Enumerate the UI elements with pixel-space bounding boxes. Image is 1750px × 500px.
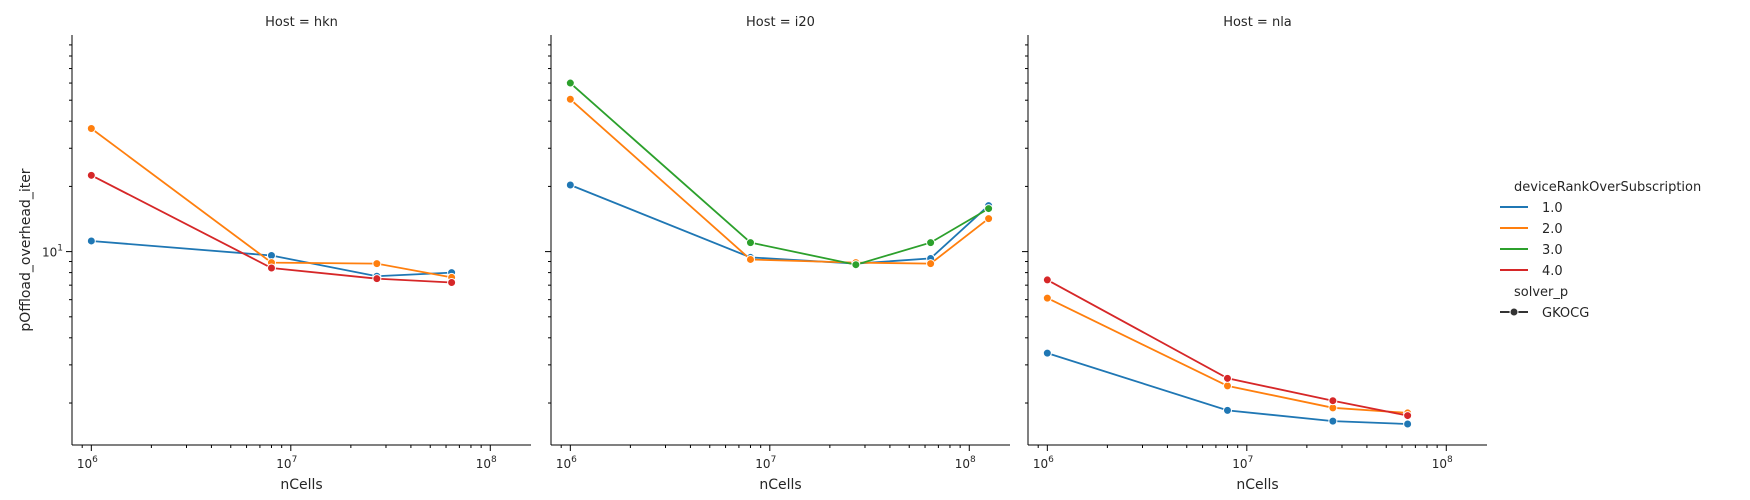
x-tick-label: 107 — [276, 455, 297, 471]
x-tick-exponent: 8 — [491, 455, 497, 465]
series-line-2.0 — [1046, 297, 1408, 414]
x-tick-exponent: 8 — [1447, 455, 1453, 465]
series-line-4.0 — [90, 174, 452, 284]
x-tick-base: 10 — [556, 457, 571, 471]
data-point-2.0 — [745, 254, 755, 264]
legend: deviceRankOverSubscription 1.0 2.0 3.0 4.0 so… — [1500, 180, 1701, 321]
legend-label: 2.0 — [1542, 222, 1563, 237]
data-point-1.0 — [565, 180, 575, 190]
x-tick-exponent: 6 — [92, 455, 98, 465]
legend-style-marker — [1509, 307, 1519, 317]
x-tick-base: 10 — [77, 457, 92, 471]
x-tick-base: 10 — [476, 457, 491, 471]
series-line-3.0 — [569, 82, 990, 266]
panel-title: Host = hkn — [265, 15, 338, 30]
data-point-3.0 — [745, 238, 755, 248]
x-tick-label: 106 — [556, 455, 577, 471]
series-line-2.0 — [569, 98, 990, 265]
x-tick-label: 108 — [476, 455, 497, 471]
x-axis-label: nCells — [759, 477, 801, 493]
y-tick-label: 101 — [42, 244, 63, 260]
series-line-1.0 — [569, 184, 990, 265]
x-tick-exponent: 6 — [571, 455, 577, 465]
x-tick-label: 106 — [1033, 455, 1054, 471]
data-point-1.0 — [1403, 419, 1413, 429]
data-point-3.0 — [984, 204, 994, 214]
y-tick-base: 10 — [42, 246, 57, 260]
panel-title: Host = i20 — [746, 15, 815, 30]
x-tick-exponent: 7 — [292, 455, 298, 465]
data-point-3.0 — [851, 260, 861, 270]
data-point-4.0 — [447, 278, 457, 288]
data-point-1.0 — [1328, 416, 1338, 426]
data-point-4.0 — [372, 274, 382, 284]
data-point-4.0 — [266, 263, 276, 273]
legend-hue-title: deviceRankOverSubscription — [1514, 180, 1701, 195]
x-tick-label: 107 — [1232, 455, 1253, 471]
series-line-4.0 — [1046, 279, 1408, 417]
x-axis-label: nCells — [280, 477, 322, 493]
x-tick-base: 10 — [955, 457, 970, 471]
series-line-2.0 — [90, 127, 452, 279]
x-tick-exponent: 7 — [771, 455, 777, 465]
data-point-1.0 — [1222, 405, 1232, 415]
x-tick-base: 10 — [755, 457, 770, 471]
panel-title: Host = nla — [1223, 15, 1292, 30]
legend-style-title: solver_p — [1514, 285, 1568, 300]
x-tick-label: 108 — [1432, 455, 1453, 471]
x-tick-exponent: 8 — [970, 455, 976, 465]
data-point-2.0 — [86, 124, 96, 134]
legend-label: 4.0 — [1542, 264, 1563, 279]
data-point-4.0 — [1222, 373, 1232, 383]
x-axis-label: nCells — [1236, 477, 1278, 493]
x-tick-exponent: 6 — [1048, 455, 1054, 465]
x-tick-label: 107 — [755, 455, 776, 471]
data-point-2.0 — [926, 259, 936, 269]
x-tick-label: 108 — [955, 455, 976, 471]
data-point-1.0 — [1042, 348, 1052, 358]
data-point-2.0 — [1222, 381, 1232, 391]
data-point-3.0 — [565, 78, 575, 88]
data-point-4.0 — [1403, 411, 1413, 421]
data-point-1.0 — [86, 236, 96, 246]
data-point-4.0 — [1042, 275, 1052, 285]
legend-label: GKOCG — [1542, 306, 1589, 321]
data-point-4.0 — [86, 170, 96, 180]
series-line-1.0 — [91, 240, 452, 278]
legend-label: 1.0 — [1542, 201, 1563, 216]
x-tick-exponent: 7 — [1248, 455, 1254, 465]
series-line-1.0 — [1047, 352, 1408, 425]
x-tick-base: 10 — [1232, 457, 1247, 471]
x-tick-base: 10 — [1033, 457, 1048, 471]
x-tick-label: 106 — [77, 455, 98, 471]
data-point-3.0 — [926, 238, 936, 248]
data-point-2.0 — [372, 259, 382, 269]
data-point-4.0 — [1328, 396, 1338, 406]
x-tick-base: 10 — [276, 457, 291, 471]
data-point-2.0 — [984, 214, 994, 224]
x-tick-base: 10 — [1432, 457, 1447, 471]
data-point-2.0 — [1042, 293, 1052, 303]
y-axis-label: pOffload_overhead_iter — [18, 168, 34, 331]
legend-label: 3.0 — [1542, 243, 1563, 258]
y-tick-exponent: 1 — [57, 244, 63, 254]
data-point-2.0 — [565, 94, 575, 104]
